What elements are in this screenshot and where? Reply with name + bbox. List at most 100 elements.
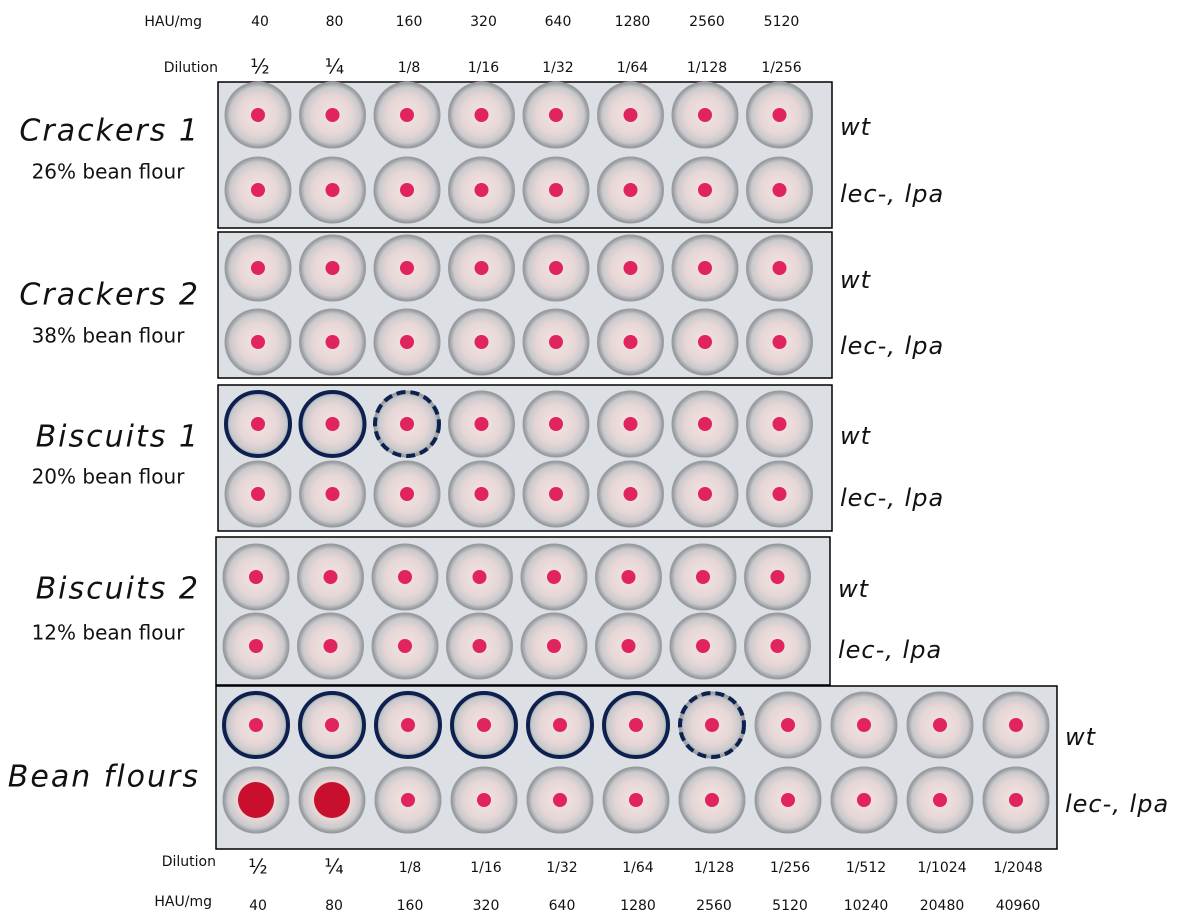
pellet: [781, 793, 795, 807]
dilution-value: ½: [250, 55, 269, 79]
pellet: [400, 335, 414, 349]
panel-title: Crackers 1: [19, 114, 200, 149]
pellet: [622, 570, 636, 584]
dilution-value: ½: [248, 855, 267, 879]
pellet: [696, 639, 710, 653]
pellet: [773, 487, 787, 501]
pellet: [553, 793, 567, 807]
dilution-value: 1/2048: [993, 860, 1042, 876]
pellet: [696, 570, 710, 584]
pellet: [629, 718, 643, 732]
hau-value: 1280: [620, 898, 656, 914]
pellet: [324, 570, 338, 584]
pellet: [251, 108, 265, 122]
pellet: [857, 793, 871, 807]
row-label: wt: [1065, 723, 1097, 751]
pellet: [547, 570, 561, 584]
pellet: [624, 417, 638, 431]
dilution-value: 1/32: [546, 860, 577, 876]
hau-label: HAU/mg: [154, 894, 212, 910]
pellet: [475, 487, 489, 501]
pellet: [698, 417, 712, 431]
pellet: [251, 183, 265, 197]
dilution-value: 1/16: [470, 860, 502, 876]
row-label: lec-, lpa: [1065, 790, 1169, 818]
dilution-value: 1/64: [622, 860, 654, 876]
pellet: [624, 261, 638, 275]
pellet: [549, 335, 563, 349]
row-label: lec-, lpa: [840, 180, 944, 208]
pellet: [398, 570, 412, 584]
pellet: [781, 718, 795, 732]
pellet: [773, 183, 787, 197]
panel-subtitle: 20% bean flour: [32, 465, 186, 489]
pellet: [251, 261, 265, 275]
pellet: [475, 335, 489, 349]
pellet: [624, 108, 638, 122]
row-label: wt: [838, 575, 870, 603]
pellet: [324, 639, 338, 653]
pellet: [475, 108, 489, 122]
hau-value: 2560: [689, 14, 725, 30]
hau-value: 40: [249, 898, 267, 914]
panel-title: Crackers 2: [19, 278, 200, 313]
hau-value: 40960: [996, 898, 1041, 914]
dilution-label: Dilution: [164, 60, 218, 76]
dilution-label: Dilution: [162, 854, 216, 870]
hau-value: 5120: [772, 898, 808, 914]
pellet: [773, 417, 787, 431]
pellet: [401, 718, 415, 732]
pellet: [473, 570, 487, 584]
hau-value: 10240: [844, 898, 889, 914]
pellet: [771, 639, 785, 653]
pellet: [251, 487, 265, 501]
pellet: [705, 793, 719, 807]
pellet: [773, 261, 787, 275]
row-label: wt: [840, 266, 872, 294]
dilution-value: 1/512: [846, 860, 886, 876]
pellet: [326, 417, 340, 431]
pellet: [549, 261, 563, 275]
hau-value: 320: [470, 14, 497, 30]
hau-value: 80: [325, 898, 343, 914]
hau-value: 2560: [696, 898, 732, 914]
dilution-value: 1/8: [399, 860, 422, 876]
pellet: [705, 718, 719, 732]
panel-title: Bean flours: [8, 760, 200, 795]
pellet: [249, 639, 263, 653]
pellet: [549, 417, 563, 431]
row-label: lec-, lpa: [840, 332, 944, 360]
hau-label: HAU/mg: [144, 14, 202, 30]
pellet: [249, 718, 263, 732]
row-label: wt: [840, 422, 872, 450]
pellet: [326, 108, 340, 122]
pellet: [553, 718, 567, 732]
pellet: [622, 639, 636, 653]
row-label: lec-, lpa: [840, 484, 944, 512]
pellet: [325, 718, 339, 732]
panel-subtitle: 26% bean flour: [32, 160, 186, 184]
pellet: [400, 417, 414, 431]
pellet: [400, 261, 414, 275]
row-label: wt: [840, 113, 872, 141]
pellet: [398, 639, 412, 653]
pellet: [698, 183, 712, 197]
pellet: [475, 183, 489, 197]
panel-title: Biscuits 2: [36, 572, 200, 607]
dilution-value: 1/128: [687, 60, 727, 76]
pellet: [624, 487, 638, 501]
pellet: [773, 108, 787, 122]
pellet: [857, 718, 871, 732]
pellet: [251, 335, 265, 349]
pellet: [326, 261, 340, 275]
pellet: [1009, 793, 1023, 807]
panel-subtitle: 12% bean flour: [32, 621, 186, 645]
pellet: [698, 108, 712, 122]
pellet: [401, 793, 415, 807]
dilution-value: ¼: [325, 55, 344, 79]
pellet: [238, 782, 274, 818]
pellet: [475, 417, 489, 431]
pellet: [314, 782, 350, 818]
pellet: [698, 335, 712, 349]
hau-value: 5120: [764, 14, 800, 30]
